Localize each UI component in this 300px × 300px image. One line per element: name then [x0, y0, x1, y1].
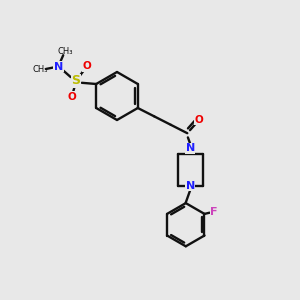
Text: F: F [210, 207, 218, 218]
Text: CH₃: CH₃ [32, 65, 48, 74]
Text: N: N [186, 181, 195, 191]
Text: O: O [68, 92, 76, 102]
Text: S: S [71, 74, 80, 88]
Text: O: O [195, 115, 204, 125]
Text: N: N [54, 61, 63, 72]
Text: O: O [83, 61, 92, 71]
Text: N: N [186, 143, 195, 153]
Text: CH₃: CH₃ [57, 46, 73, 56]
